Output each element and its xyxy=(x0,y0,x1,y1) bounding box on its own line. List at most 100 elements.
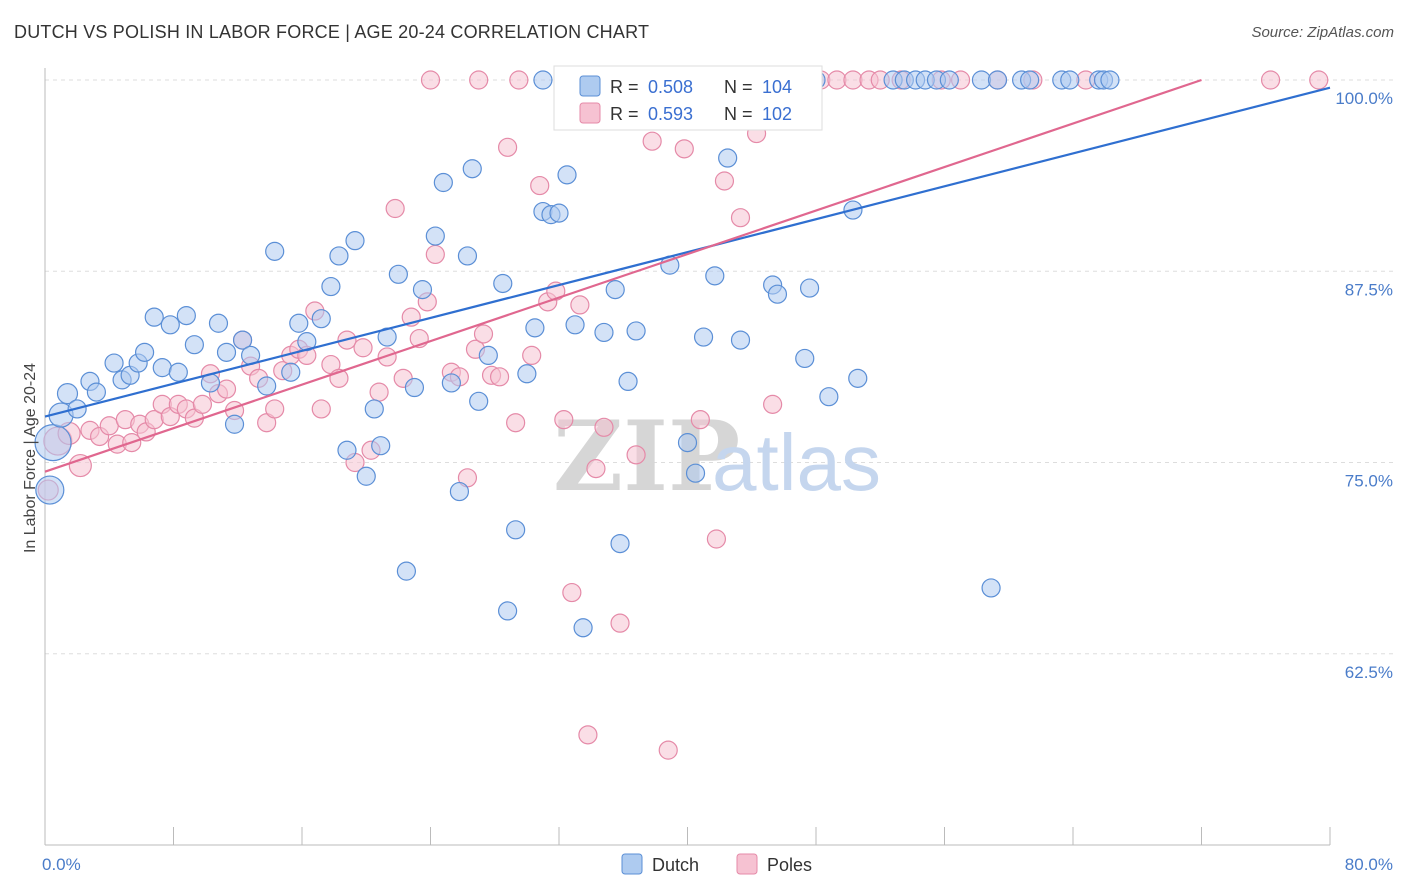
dutch-point-60 xyxy=(573,618,593,638)
poles-point-42 xyxy=(385,198,405,219)
y-tick-label-1: 75.0% xyxy=(1345,472,1393,491)
dutch-point-64 xyxy=(618,371,638,392)
poles-point-74 xyxy=(714,171,735,191)
poles-point-56 xyxy=(506,413,526,433)
poles-point-65 xyxy=(586,459,606,479)
dutch-point-57 xyxy=(549,203,569,223)
dutch-point-91 xyxy=(1060,70,1080,90)
dutch-point-71 xyxy=(718,148,738,168)
dutch-point-67 xyxy=(677,433,698,453)
dutch-point-58 xyxy=(557,165,577,185)
poles-point-72 xyxy=(690,410,710,430)
poles-point-75 xyxy=(730,208,751,228)
poles-point-63 xyxy=(570,295,590,315)
dutch-point-79 xyxy=(848,368,868,388)
dutch-point-62 xyxy=(605,280,625,300)
dutch-point-52 xyxy=(506,520,526,540)
trend-lines xyxy=(44,78,1331,473)
poles-point-27 xyxy=(265,399,285,419)
dutch-point-27 xyxy=(289,313,309,333)
poles-point-89 xyxy=(1309,70,1329,90)
poles-trend-line xyxy=(44,78,1202,473)
poles-point-66 xyxy=(594,417,614,437)
dutch-point-38 xyxy=(388,264,408,284)
y-tick-label-3: 100.0% xyxy=(1335,89,1393,108)
poles-point-54 xyxy=(489,367,510,387)
y-tick-label-2: 87.5% xyxy=(1345,280,1393,299)
legend-dutch-n-value: 104 xyxy=(762,77,792,97)
bottom-legend-swatch-poles xyxy=(736,853,758,875)
dutch-point-14 xyxy=(160,315,180,335)
poles-point-33 xyxy=(311,399,331,419)
poles-point-21 xyxy=(216,379,237,399)
series-legend: Dutch Poles xyxy=(621,853,812,875)
dutch-point-0 xyxy=(35,475,65,505)
dutch-point-12 xyxy=(144,307,164,327)
poles-point-69 xyxy=(642,131,662,151)
chart-title: DUTCH VS POLISH IN LABOR FORCE | AGE 20-… xyxy=(14,22,650,42)
legend-swatch-dutch xyxy=(579,75,601,97)
legend-poles-r-label: R = xyxy=(610,104,639,124)
poles-point-62 xyxy=(562,582,582,603)
dutch-point-16 xyxy=(176,306,196,326)
bottom-legend-swatch-dutch xyxy=(621,853,643,875)
dutch-point-33 xyxy=(345,231,365,251)
dutch-point-48 xyxy=(469,391,489,411)
dutch-point-45 xyxy=(449,481,470,502)
poles-point-81 xyxy=(827,70,847,90)
poles-point-38 xyxy=(353,338,373,358)
dutch-point-75 xyxy=(795,348,815,369)
poles-point-3 xyxy=(68,453,92,478)
dutch-point-3 xyxy=(56,383,79,405)
poles-point-52 xyxy=(473,324,494,344)
poles-point-71 xyxy=(674,139,694,159)
dutch-point-77 xyxy=(819,387,839,407)
dutch-point-98 xyxy=(981,578,1001,598)
source-credit: Source: ZipAtlas.com xyxy=(1251,24,1394,41)
dutch-point-17 xyxy=(184,335,204,355)
dutch-point-7 xyxy=(104,353,124,373)
dutch-point-20 xyxy=(216,342,237,362)
dutch-point-46 xyxy=(457,246,478,266)
dutch-point-22 xyxy=(232,330,253,350)
dutch-point-85 xyxy=(939,70,959,90)
dutch-point-26 xyxy=(281,362,301,382)
dutch-point-49 xyxy=(478,345,498,365)
dutch-point-29 xyxy=(311,309,331,329)
dutch-point-63 xyxy=(610,533,630,554)
poles-point-88 xyxy=(1260,70,1281,90)
poles-point-47 xyxy=(425,244,445,265)
dutch-point-95 xyxy=(533,70,553,90)
dutch-point-86 xyxy=(971,70,992,90)
poles-point-68 xyxy=(626,445,646,465)
dutch-point-59 xyxy=(565,315,585,335)
dutch-point-19 xyxy=(208,313,229,333)
dutch-point-39 xyxy=(396,561,417,581)
dutch-point-11 xyxy=(134,342,155,362)
poles-point-70 xyxy=(658,740,678,760)
dutch-point-6 xyxy=(86,382,107,402)
poles-point-82 xyxy=(843,70,863,90)
x-tick-labels: 0.0% 80.0% xyxy=(42,855,1393,874)
dutch-point-51 xyxy=(498,601,518,621)
poles-point-61 xyxy=(554,410,574,430)
y-tick-labels: 62.5% 75.0% 87.5% 100.0% xyxy=(1335,89,1393,682)
dutch-point-53 xyxy=(517,364,537,384)
dutch-point-72 xyxy=(730,330,751,350)
dutch-point-94 xyxy=(1100,70,1120,90)
stats-legend: R = 0.508 N = 104 R = 0.593 N = 102 xyxy=(553,65,823,131)
poles-point-18 xyxy=(192,394,213,414)
dutch-point-24 xyxy=(257,376,277,396)
dutch-point-50 xyxy=(493,273,513,294)
dutch-trend-line xyxy=(44,86,1331,418)
poles-point-91 xyxy=(469,70,489,90)
dutch-point-13 xyxy=(152,358,172,378)
dutch-point-44 xyxy=(441,373,461,393)
dutch-point-61 xyxy=(594,322,614,343)
x-tick-label-1: 80.0% xyxy=(1345,855,1393,874)
dutch-point-74 xyxy=(767,284,788,304)
dutch-point-68 xyxy=(685,463,706,483)
watermark-atlas: atlas xyxy=(712,418,881,507)
dutch-point-76 xyxy=(799,278,820,298)
